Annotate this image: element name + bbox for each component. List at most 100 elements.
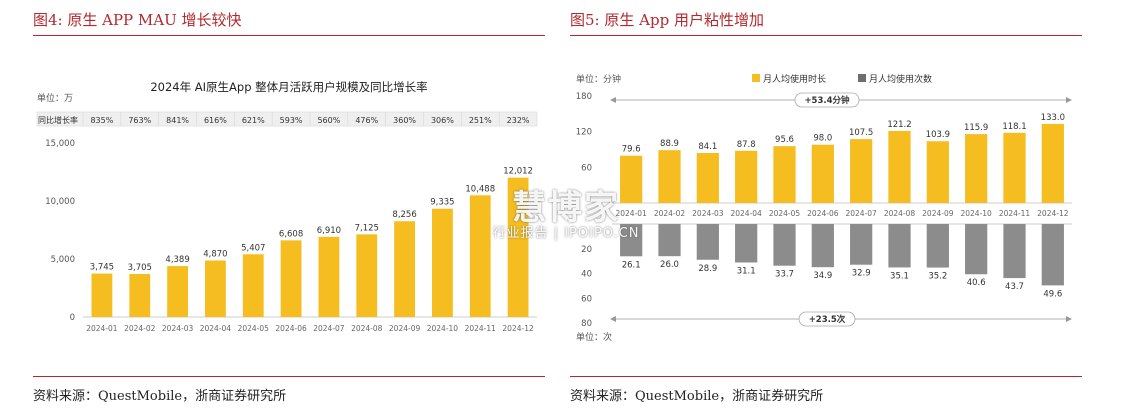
right-source-rule [570, 376, 1082, 377]
duration-tick-label: 180 [576, 92, 592, 102]
x-tick-label: 2024-06 [275, 324, 307, 333]
mau-value-label: 3,745 [90, 263, 114, 273]
count-tick-label: 40 [581, 270, 592, 280]
count-value-label: 35.2 [928, 272, 947, 282]
mau-value-label: 3,705 [128, 263, 152, 273]
duration-bar [773, 146, 796, 203]
legend-count-swatch [858, 74, 866, 82]
duration-value-label: 84.1 [698, 142, 717, 152]
mau-value-label: 4,389 [165, 255, 189, 265]
x-tick-label: 2024-05 [769, 209, 801, 218]
duration-value-label: 115.9 [964, 123, 988, 133]
x-tick-label: 2024-03 [162, 324, 194, 333]
duration-bar [696, 153, 719, 203]
duration-value-label: 103.9 [926, 130, 950, 140]
count-bar [658, 224, 681, 257]
duration-bar [811, 144, 834, 203]
duration-value-label: 87.8 [737, 140, 756, 150]
mau-bar [91, 273, 113, 317]
yoy-value: 621% [242, 116, 265, 125]
count-unit-label: 单位：次 [576, 331, 612, 343]
count-bar [735, 224, 758, 263]
yoy-value: 841% [166, 116, 189, 125]
count-bar [1041, 224, 1064, 286]
y-tick-label: 0 [70, 313, 75, 323]
yoy-value: 306% [431, 116, 454, 125]
mau-bar [394, 221, 415, 317]
yoy-row: 同比增长率 835% 763% 841% 616% 621% 593% 560% 476% 36… [36, 111, 538, 127]
x-tick-label: 2024-10 [427, 324, 459, 333]
mau-value-label: 4,870 [203, 250, 227, 260]
count-tick-label: 20 [581, 245, 592, 255]
duration-value-label: 79.6 [622, 145, 641, 155]
count-bar [850, 224, 873, 265]
mau-bar [167, 266, 188, 317]
yoy-value: 835% [90, 116, 113, 125]
duration-bar [1041, 123, 1064, 203]
stickiness-bar-chart: 单位：分钟 月人均使用时长 月人均使用次数 180 120 60 20 40 60 80 7… [576, 73, 1072, 343]
y-tick-label: 15,000 [45, 139, 75, 149]
duration-bar [735, 150, 758, 203]
count-bar [696, 224, 719, 260]
x-tick-label: 2024-09 [922, 209, 954, 218]
x-tick-label: 2024-07 [313, 324, 345, 333]
count-value-label: 40.6 [967, 278, 986, 288]
yoy-value: 360% [393, 116, 416, 125]
mau-bar [318, 236, 340, 317]
yoy-value: 476% [355, 116, 378, 125]
x-tick-label: 2024-04 [200, 324, 232, 333]
duration-tick-label: 60 [581, 163, 592, 173]
mau-bar [356, 234, 378, 317]
yoy-value: 593% [280, 116, 303, 125]
mau-bar [205, 260, 226, 317]
count-bar [888, 224, 911, 268]
count-value-label: 43.7 [1005, 282, 1024, 292]
stickiness-bars: 79.6 2024-01 26.1 88.9 2024-02 26.0 84.1 2024-0… [615, 113, 1068, 299]
mau-bar [280, 240, 302, 317]
duration-tick-label: 120 [576, 128, 592, 138]
duration-value-label: 118.1 [1002, 122, 1026, 132]
x-tick-label: 2024-02 [654, 209, 686, 218]
mau-value-label: 12,012 [503, 167, 533, 177]
legend-duration-swatch [752, 74, 760, 82]
count-annotation: +23.5次 [610, 311, 1072, 327]
mau-bars: 3,745 2024-01 3,705 2024-02 4,389 2024-03 4,87… [86, 167, 534, 333]
mau-unit-label: 单位：万 [37, 92, 73, 104]
yoy-value: 616% [204, 116, 227, 125]
x-tick-label: 2024-01 [615, 209, 647, 218]
y-tick-label: 10,000 [45, 197, 75, 207]
yoy-value: 763% [128, 116, 151, 125]
count-tick-label: 80 [581, 319, 592, 329]
x-tick-label: 2024-06 [807, 209, 839, 218]
x-tick-label: 2024-04 [730, 209, 762, 218]
yoy-value: 232% [507, 116, 530, 125]
x-tick-label: 2024-12 [1037, 209, 1069, 218]
count-annotation-text: +23.5次 [809, 314, 846, 325]
yoy-row-background [36, 111, 538, 127]
count-value-label: 49.6 [1043, 289, 1062, 299]
right-title-rule [570, 35, 1082, 36]
left-title-rule [33, 35, 545, 36]
mau-bar [129, 274, 151, 317]
x-tick-label: 2024-10 [960, 209, 992, 218]
x-tick-label: 2024-02 [124, 324, 156, 333]
count-bar [965, 224, 988, 275]
count-bar [620, 224, 643, 257]
stickiness-axes: 180 120 60 20 40 60 80 [576, 92, 1072, 329]
duration-bar [888, 130, 911, 203]
duration-value-label: 133.0 [1041, 113, 1065, 123]
duration-value-label: 95.6 [775, 135, 794, 145]
count-value-label: 32.9 [852, 269, 871, 279]
mau-bar [469, 195, 491, 317]
x-tick-label: 2024-03 [692, 209, 724, 218]
legend-count-label: 月人均使用次数 [869, 73, 932, 85]
mau-value-label: 10,488 [465, 184, 495, 194]
duration-value-label: 121.2 [887, 120, 911, 130]
duration-bar [658, 150, 681, 203]
duration-bar [620, 155, 643, 203]
count-bar [926, 224, 949, 268]
duration-value-label: 88.9 [660, 139, 679, 149]
mau-bar-chart: 2024年 AI原生App 整体月活跃用户规模及同比增长率 单位：万 同比增长率… [36, 80, 538, 333]
duration-value-label: 107.5 [849, 128, 873, 138]
count-bar [811, 224, 834, 268]
